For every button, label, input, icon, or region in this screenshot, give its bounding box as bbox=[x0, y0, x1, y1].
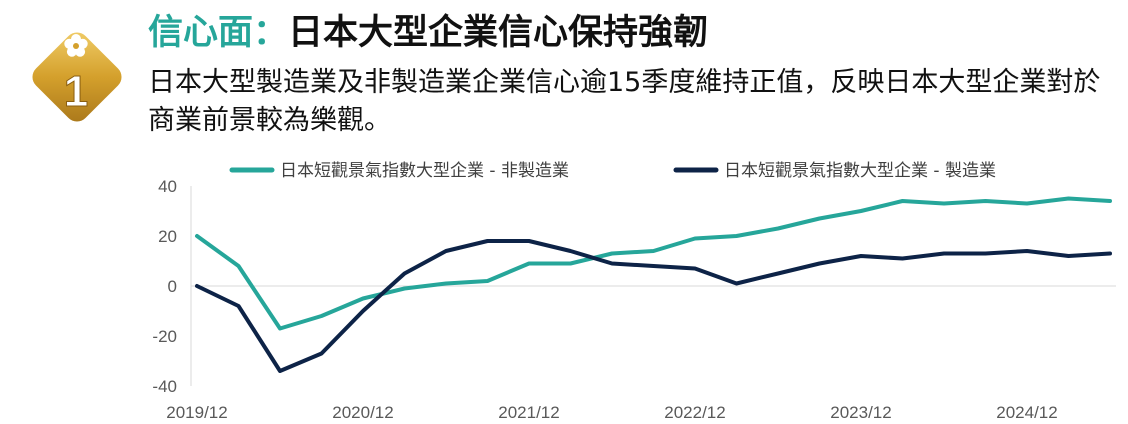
y-tick-label: -20 bbox=[152, 327, 177, 346]
chart-series bbox=[195, 196, 1112, 373]
badge-number: 1 bbox=[64, 67, 88, 116]
x-axis-ticks: 2019/12 2020/12 2021/12 2022/12 2023/12 2024/… bbox=[166, 403, 1057, 422]
title-main: 日本大型企業信心保持強韌 bbox=[288, 13, 709, 53]
y-tick-label: -40 bbox=[152, 377, 177, 396]
series-line-manufacturing bbox=[195, 239, 1112, 373]
y-tick-label: 0 bbox=[168, 277, 177, 296]
x-tick-label: 2019/12 bbox=[166, 403, 227, 422]
page-title: 信心面：日本大型企業信心保持強韌 bbox=[148, 10, 708, 56]
x-tick-label: 2020/12 bbox=[332, 403, 393, 422]
x-tick-label: 2022/12 bbox=[664, 403, 725, 422]
flower-icon bbox=[64, 34, 88, 57]
y-tick-label: 20 bbox=[158, 227, 177, 246]
chart-axes bbox=[190, 186, 1116, 386]
series-line-non-manufacturing bbox=[195, 196, 1112, 331]
y-axis-ticks: 40 20 0 -20 -40 bbox=[152, 177, 177, 396]
x-tick-label: 2024/12 bbox=[996, 403, 1057, 422]
x-tick-label: 2021/12 bbox=[498, 403, 559, 422]
y-tick-label: 40 bbox=[158, 177, 177, 196]
title-accent: 信心面： bbox=[148, 13, 289, 53]
legend-label: 日本短觀景氣指數大型企業 - 非製造業 bbox=[280, 161, 569, 181]
line-chart: 日本短觀景氣指數大型企業 - 非製造業 日本短觀景氣指數大型企業 - 製造業 20… bbox=[152, 161, 1116, 422]
number-badge: 1 bbox=[32, 32, 122, 122]
legend-label: 日本短觀景氣指數大型企業 - 製造業 bbox=[724, 161, 996, 181]
chart-legend: 日本短觀景氣指數大型企業 - 非製造業 日本短觀景氣指數大型企業 - 製造業 bbox=[229, 161, 996, 181]
page-subtitle: 日本大型製造業及非製造業企業信心逾15季度維持正值，反映日本大型企業對於商業前景… bbox=[148, 67, 1101, 136]
badge-diamond bbox=[32, 32, 122, 122]
x-tick-label: 2023/12 bbox=[830, 403, 891, 422]
